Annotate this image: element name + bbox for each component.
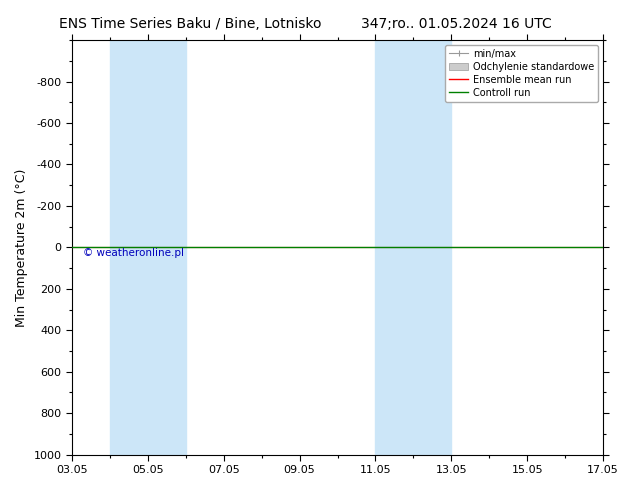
Legend: min/max, Odchylenie standardowe, Ensemble mean run, Controll run: min/max, Odchylenie standardowe, Ensembl… [445, 45, 598, 101]
Bar [375, 40, 451, 455]
Bar [110, 40, 186, 455]
Text: 347;ro.. 01.05.2024 16 UTC: 347;ro.. 01.05.2024 16 UTC [361, 17, 552, 31]
Y-axis label: Min Temperature 2m (°C): Min Temperature 2m (°C) [15, 168, 28, 326]
Text: ENS Time Series Baku / Bine, Lotnisko: ENS Time Series Baku / Bine, Lotnisko [59, 17, 321, 31]
Text: © weatheronline.pl: © weatheronline.pl [82, 248, 184, 258]
